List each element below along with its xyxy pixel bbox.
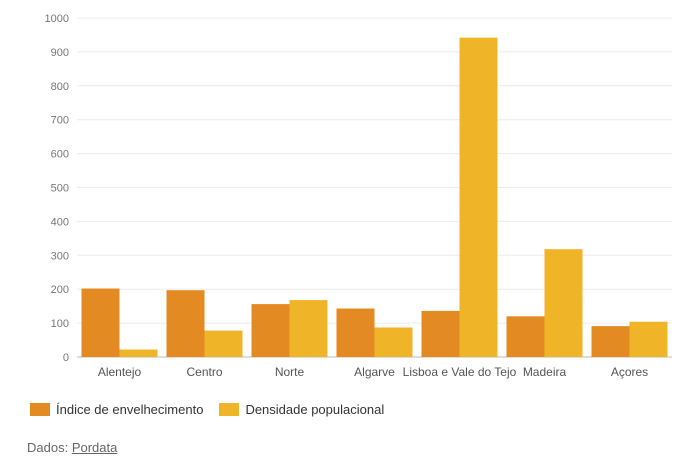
source-prefix: Dados: [27,440,69,455]
x-category-label: Açores [611,365,648,379]
bar-densidade-5[interactable] [544,249,583,357]
x-category-label: Centro [186,365,222,379]
y-tick-label: 500 [51,183,69,195]
bar-densidade-4[interactable] [459,37,498,358]
legend-label-densidade: Densidade populacional [245,402,385,417]
bar-densidade-0[interactable] [119,349,158,357]
y-tick-label: 600 [51,149,69,161]
source-link[interactable]: Pordata [71,440,118,455]
bar-indice-2[interactable] [251,304,290,357]
bar-densidade-6[interactable] [629,321,668,357]
y-tick-label: 200 [51,284,69,296]
bar-indice-5[interactable] [506,316,545,357]
legend-item-densidade[interactable]: Densidade populacional [219,402,384,417]
y-tick-label: 100 [51,318,69,330]
legend-swatch-indice [30,403,50,416]
y-tick-label: 0 [63,352,69,364]
x-category-label: Lisboa e Vale do Tejo [403,365,517,379]
bar-indice-3[interactable] [336,308,375,357]
y-tick-label: 300 [51,250,69,262]
bar-densidade-3[interactable] [374,327,413,357]
legend-label-indice: Índice de envelhecimento [56,402,204,417]
x-category-label: Norte [275,365,305,379]
bar-indice-0[interactable] [81,288,120,357]
bar-indice-6[interactable] [591,326,630,357]
bar-indice-4[interactable] [421,310,460,357]
bar-indice-1[interactable] [166,290,205,357]
bar-densidade-1[interactable] [204,330,243,357]
bar-chart: 0 100 200 300 400 500 600 700 800 900 1000 Alentej… [45,13,672,379]
gridlines [77,17,672,358]
x-category-label: Algarve [354,365,395,379]
x-axis-labels: Alentejo Centro Norte Algarve Lisboa e Vale … [98,365,648,379]
y-tick-label: 700 [51,115,69,127]
legend-swatch-densidade [219,403,240,416]
legend-item-indice[interactable]: Índice de envelhecimento [30,402,203,417]
bars [81,37,668,358]
y-tick-label: 800 [51,81,69,93]
y-axis-ticks: 0 100 200 300 400 500 600 700 800 900 1000 [45,13,69,364]
y-tick-label: 900 [51,47,69,59]
x-category-label: Alentejo [98,365,142,379]
y-tick-label: 400 [51,216,69,228]
source-note: Dados: Pordata [27,440,117,455]
bar-densidade-2[interactable] [289,300,328,357]
legend: Índice de envelhecimento Densidade popul… [30,402,400,417]
y-tick-label: 1000 [45,13,69,25]
x-category-label: Madeira [523,365,567,379]
